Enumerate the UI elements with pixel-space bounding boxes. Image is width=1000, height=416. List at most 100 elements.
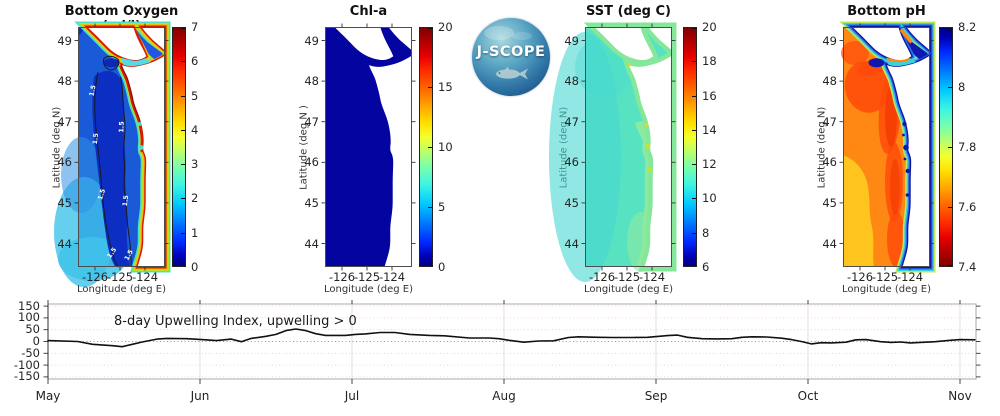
ts-month-label: Sep	[644, 389, 668, 403]
contour-1p5-outer	[94, 71, 120, 268]
lon-tick-label: -124	[896, 270, 924, 284]
land-mainland	[369, 55, 412, 267]
colorbar-tick-mark	[181, 129, 185, 131]
contour-label: 1.5	[88, 85, 97, 97]
lon-tick-label: -124	[131, 270, 159, 284]
lat-tick-label: 49	[822, 33, 837, 48]
lon-tick-label: -125	[613, 270, 641, 284]
colorbar-tick-mark	[692, 265, 696, 266]
ts-month-label: Aug	[492, 389, 516, 403]
lon-tick-label: -126	[588, 270, 616, 284]
ts-y-tick-label: 100	[18, 310, 40, 325]
panel-title-bottom-ph: Bottom pH	[847, 4, 926, 19]
colorbar-tick-label: 20	[702, 20, 717, 34]
x-axis-label-chl-a: Longitude (deg E)	[323, 284, 414, 295]
ts-month-label: Jun	[190, 389, 210, 403]
strait-of-georgia-shape	[135, 28, 163, 60]
colorbar-tick-mark	[692, 61, 696, 63]
colorbar-tick-mark	[692, 95, 696, 97]
colorbar-tick-mark	[948, 265, 952, 266]
lat-tick-label: 47	[564, 114, 579, 129]
contour-label: 1.5	[97, 188, 107, 201]
land-mainland	[887, 55, 930, 267]
x-axis-label-bottom-ph: Longitude (deg E)	[841, 284, 932, 295]
x-axis-label-bottom-oxygen: Longitude (deg E)	[76, 284, 167, 295]
lon-tick-label: -125	[106, 270, 134, 284]
colorbar-tick-label: 8.2	[958, 20, 977, 34]
colorbar-tick-mark	[181, 265, 185, 266]
ts-y-tick-label: -100	[13, 357, 40, 372]
lat-tick-label: 44	[57, 236, 72, 251]
colorbar-tick-label: 10	[438, 140, 453, 154]
lat-tick-label: 45	[304, 195, 319, 210]
colorbar-tick-mark	[692, 129, 696, 131]
colorbar-tick-label: 15	[438, 80, 453, 94]
colorbar-tick-label: 2	[191, 191, 199, 206]
land-vancouver-island	[594, 27, 654, 61]
colorbar-tick-label: 12	[702, 157, 717, 172]
ts-month-label: May	[35, 389, 61, 403]
lat-tick-label: 48	[304, 74, 319, 89]
colorbar-tick-mark	[181, 232, 185, 234]
land-northeast	[141, 27, 165, 51]
upwelling-annotation: 8-day Upwelling Index, upwelling > 0	[114, 314, 357, 329]
colorbar-tick-label: 16	[702, 88, 717, 103]
ts-y-tick-label: 150	[18, 298, 40, 313]
contour-label: 1.5	[123, 249, 134, 262]
colorbar-tick-label: 7.8	[958, 140, 977, 154]
colorbar-tick-mark	[948, 147, 952, 148]
jscope-logo-text: J-SCOPE	[476, 44, 546, 60]
colorbar-tick-mark	[181, 28, 185, 29]
colorbar-tick-mark	[692, 28, 696, 29]
colorbar-tick-mark	[692, 164, 696, 166]
ts-y-tick-label: 50	[25, 322, 40, 337]
lat-tick-label: 45	[57, 195, 72, 210]
contour-label: 1.5	[92, 133, 100, 145]
colorbar-tick-mark	[428, 147, 432, 148]
land-northeast	[648, 27, 672, 51]
colorbar-tick-label: 6	[702, 260, 710, 274]
ts-y-tick-label: -150	[13, 369, 40, 384]
colorbar-tick-label: 18	[702, 54, 717, 69]
contour-label: 1.5	[118, 121, 125, 132]
colorbar-tick-mark	[181, 95, 185, 97]
lat-tick-label: 44	[304, 236, 319, 251]
colorbar-tick-label: 5	[191, 88, 199, 103]
colorbar-tick-mark	[428, 207, 432, 208]
lon-tick-label: -126	[328, 270, 356, 284]
colorbar-tick-label: 0	[191, 260, 199, 274]
lat-tick-label: 46	[304, 155, 319, 170]
panel-title-chl-a: Chl-a	[349, 4, 388, 19]
colorbar-tick-label: 7	[191, 20, 199, 34]
ts-month-label: Jul	[344, 389, 360, 403]
colorbar-tick-mark	[181, 198, 185, 200]
lat-tick-label: 47	[822, 114, 837, 129]
lon-tick-label: -124	[378, 270, 406, 284]
panel-title-bottom-oxygen: Bottom Oxygen (ml/l)	[64, 4, 179, 34]
strait-juan-de-fuca-shape	[121, 57, 152, 67]
colorbar-tick-label: 1	[191, 225, 199, 240]
contour-1p5-inner	[120, 76, 132, 268]
land-northeast	[906, 27, 930, 51]
land-northeast	[388, 27, 412, 51]
colorbar-tick-label: 5	[438, 200, 446, 214]
colorbar-tick-label: 14	[702, 122, 717, 137]
jscope-logo: J-SCOPE	[472, 18, 550, 96]
lon-tick-label: -125	[871, 270, 899, 284]
colorbar-tick-mark	[428, 265, 432, 266]
colorbar-tick-mark	[428, 28, 432, 29]
colorbar-tick-label: 7.6	[958, 200, 977, 214]
lat-tick-label: 46	[57, 155, 72, 170]
high-ph-yellow-zone	[843, 155, 874, 267]
land-mainland	[122, 55, 165, 267]
x-axis-label-sst: Longitude (deg E)	[583, 284, 674, 295]
lat-tick-label: 45	[564, 195, 579, 210]
lat-tick-label: 47	[57, 114, 72, 129]
upwelling-index-chart	[43, 300, 981, 384]
lon-tick-label: -126	[81, 270, 109, 284]
colorbar-tick-label: 10	[702, 191, 717, 206]
colorbar-tick-label: 3	[191, 157, 199, 172]
ts-month-label: Oct	[797, 389, 819, 403]
ts-y-tick-label: 0	[32, 334, 40, 348]
